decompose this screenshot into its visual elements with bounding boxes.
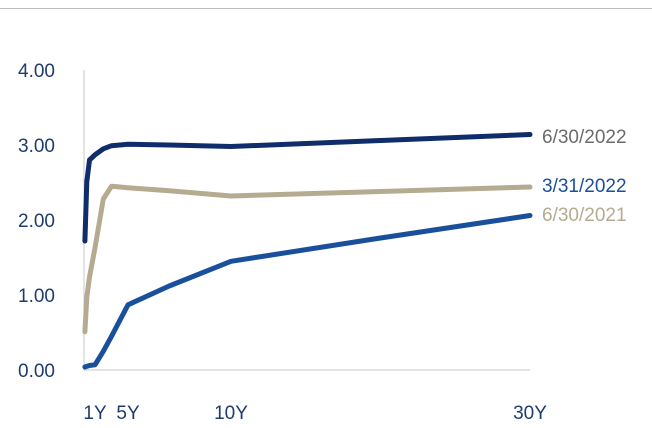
series-label: 6/30/2022 (542, 127, 627, 148)
y-tick-label: 0.00 (18, 361, 55, 382)
series-label: 3/31/2022 (542, 176, 627, 197)
series-labels: 6/30/2022 3/31/2022 6/30/2021 (542, 127, 627, 226)
x-tick-label: 5Y (116, 403, 140, 424)
y-tick-labels: 4.00 3.00 2.00 1.00 0.00 (18, 61, 55, 382)
series-line (82, 213, 533, 370)
series-line (82, 132, 533, 244)
y-tick-label: 4.00 (18, 61, 55, 82)
y-tick-label: 1.00 (18, 286, 55, 307)
x-tick-label: 10Y (214, 403, 248, 424)
x-tick-label: 30Y (513, 403, 547, 424)
series-lines (82, 132, 533, 370)
y-tick-label: 2.00 (18, 211, 55, 232)
y-tick-label: 3.00 (18, 136, 55, 157)
x-tick-labels: 1Y 5Y 10Y 30Y (83, 403, 547, 424)
x-tick-label: 1Y (83, 403, 107, 424)
top-divider (0, 8, 652, 9)
series-line (82, 183, 533, 335)
series-label: 6/30/2021 (542, 205, 627, 226)
